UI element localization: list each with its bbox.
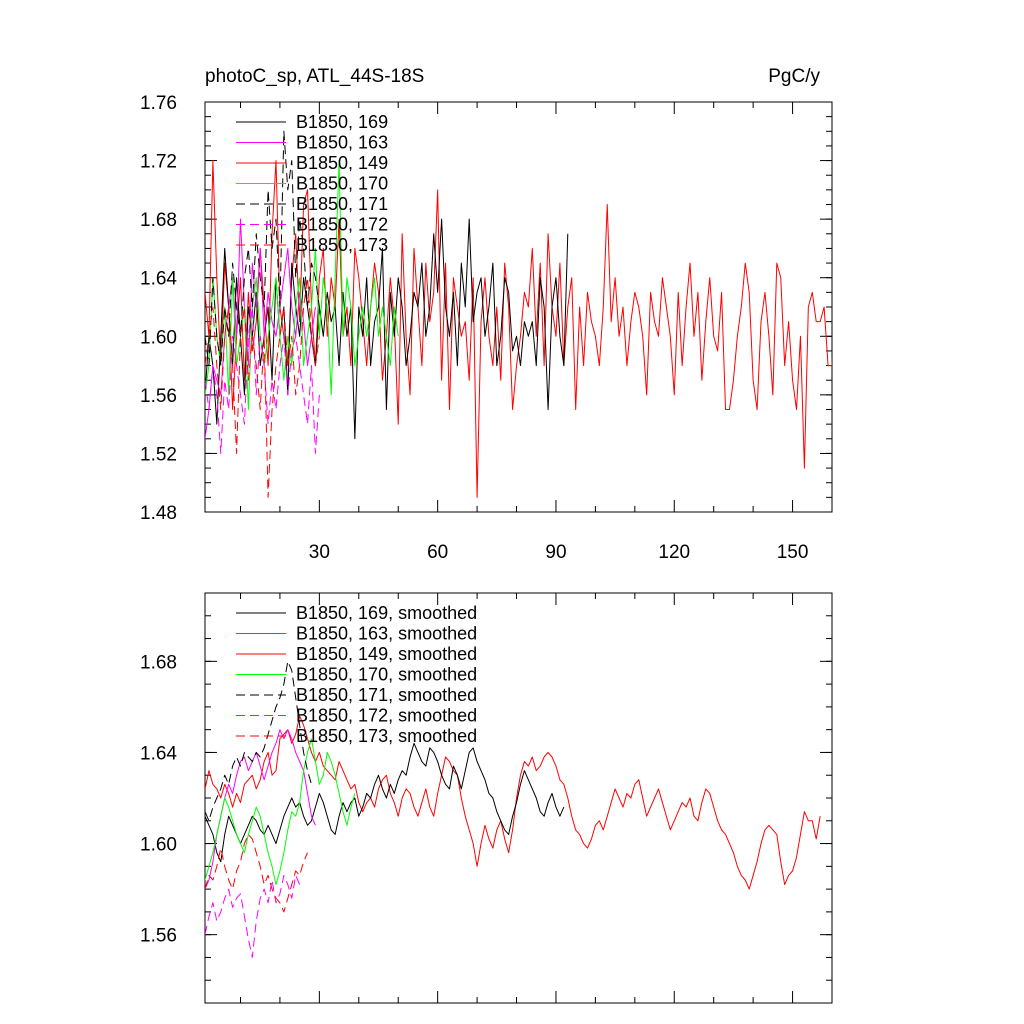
series-group xyxy=(205,660,821,958)
series-line-b1850-172-smoothed xyxy=(205,874,301,958)
legend-label: B1850, 169 xyxy=(296,112,388,132)
y-tick-label: 1.48 xyxy=(140,503,177,524)
legend-label: B1850, 171 xyxy=(296,194,388,214)
legend-label: B1850, 172 xyxy=(296,215,388,235)
series-line-b1850-172 xyxy=(205,306,320,454)
x-tick-label: 120 xyxy=(658,542,690,563)
y-tick-label: 1.60 xyxy=(140,835,177,856)
legend-label: B1850, 163 xyxy=(296,133,388,153)
series-line-b1850-173-smoothed xyxy=(205,833,308,913)
legend-label: B1850, 172, smoothed xyxy=(296,706,477,726)
series-line-b1850-171 xyxy=(205,130,320,367)
legend-label: B1850, 149 xyxy=(296,153,388,173)
y-tick-label: 1.72 xyxy=(140,152,177,173)
x-tick-label: 60 xyxy=(427,542,448,563)
y-tick-label: 1.64 xyxy=(140,743,177,764)
legend-label: B1850, 169, smoothed xyxy=(296,603,477,623)
series-line-b1850-149-smoothed xyxy=(205,715,821,890)
legend-label: B1850, 171, smoothed xyxy=(296,685,477,705)
y-tick-label: 1.60 xyxy=(140,327,177,348)
series-line-b1850-170 xyxy=(205,160,399,410)
y-tick-label: 1.64 xyxy=(140,269,177,290)
legend-label: B1850, 170 xyxy=(296,174,388,194)
series-line-b1850-171-smoothed xyxy=(205,660,312,822)
series-line-b1850-173 xyxy=(205,277,320,498)
x-tick-label: 150 xyxy=(777,542,809,563)
chart-title: photoC_sp, ATL_44S-18S xyxy=(205,66,424,87)
x-tick-label: 30 xyxy=(309,542,330,563)
y-tick-label: 1.68 xyxy=(140,652,177,673)
y-tick-label: 1.56 xyxy=(140,926,177,947)
units-label: PgC/y xyxy=(768,66,820,87)
y-tick-label: 1.52 xyxy=(140,444,177,465)
legend-label: B1850, 173, smoothed xyxy=(296,726,477,746)
top-panel: 1.48 1.52 1.56 1.60 1.64 1.68 1.72 1.76 30 60 90 12… xyxy=(140,66,833,563)
legend-label: B1850, 163, smoothed xyxy=(296,624,477,644)
series-line-b1850-169-smoothed xyxy=(205,742,565,863)
legend-label: B1850, 149, smoothed xyxy=(296,644,477,664)
x-tick-label: 90 xyxy=(545,542,566,563)
legend-label: B1850, 170, smoothed xyxy=(296,665,477,685)
legend-label: B1850, 173 xyxy=(296,235,388,255)
y-tick-label: 1.68 xyxy=(140,210,177,231)
y-tick-label: 1.76 xyxy=(140,93,177,114)
y-tick-label: 1.56 xyxy=(140,386,177,407)
series-line-b1850-170-smoothed xyxy=(205,738,356,886)
series-group xyxy=(205,130,832,498)
